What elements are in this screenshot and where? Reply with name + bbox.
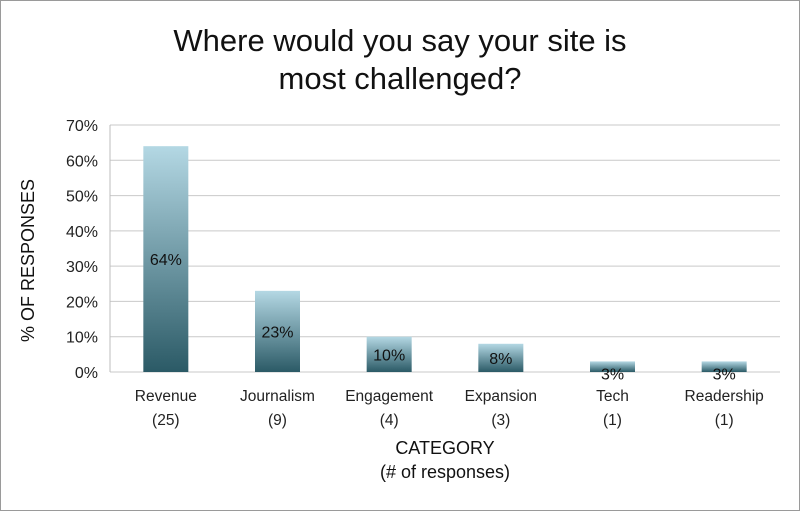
y-tick-labels: 0% 10% 20% 30% 40% 50% 60% 70% <box>66 118 98 382</box>
y-tick-label: 60% <box>66 153 98 170</box>
data-label: 64% <box>150 252 182 269</box>
category-count-label: (4) <box>380 412 399 429</box>
x-axis-title: CATEGORY <box>395 438 494 458</box>
bar <box>366 336 412 372</box>
data-label: 3% <box>601 366 624 383</box>
y-tick-label: 40% <box>66 224 98 241</box>
x-axis-subtitle: (# of responses) <box>380 462 510 482</box>
chart-title-line-1: Where would you say your site is <box>173 23 627 58</box>
category-count-label: (9) <box>268 412 287 429</box>
data-label: 3% <box>713 366 736 383</box>
category-count-label: (1) <box>603 412 622 429</box>
bar <box>701 361 747 372</box>
bar <box>590 361 635 372</box>
category-count-label: (1) <box>715 412 734 429</box>
category-count-label: (25) <box>152 412 180 429</box>
category-label: Expansion <box>465 388 537 405</box>
category-label: Tech <box>596 388 629 405</box>
chart-title-line-2: most challenged? <box>278 61 522 96</box>
category-count-label: (3) <box>491 412 510 429</box>
category-label: Readership <box>685 388 764 405</box>
gridlines <box>110 124 780 373</box>
data-labels: 64% 23% 10% 8% 3% 3% <box>150 252 736 383</box>
y-tick-label: 20% <box>66 294 98 311</box>
category-label: Engagement <box>345 388 434 405</box>
bars <box>143 146 747 372</box>
bar <box>478 343 524 372</box>
y-tick-label: 70% <box>66 118 98 135</box>
y-axis-title: % OF RESPONSES <box>18 179 38 342</box>
category-labels: Revenue (25) Journalism (9) Engagement (4) Exp… <box>135 388 764 429</box>
data-label: 23% <box>261 324 293 341</box>
y-tick-label: 30% <box>66 259 98 276</box>
chart-title: Where would you say your site is most ch… <box>100 22 700 98</box>
y-tick-label: 10% <box>66 330 98 347</box>
bar <box>255 290 300 372</box>
data-label: 8% <box>489 351 512 368</box>
bar <box>143 146 189 372</box>
y-tick-label: 50% <box>66 189 98 206</box>
data-label: 10% <box>373 347 405 364</box>
category-label: Journalism <box>240 388 315 405</box>
y-tick-label: 0% <box>75 365 98 382</box>
category-label: Revenue <box>135 388 197 405</box>
